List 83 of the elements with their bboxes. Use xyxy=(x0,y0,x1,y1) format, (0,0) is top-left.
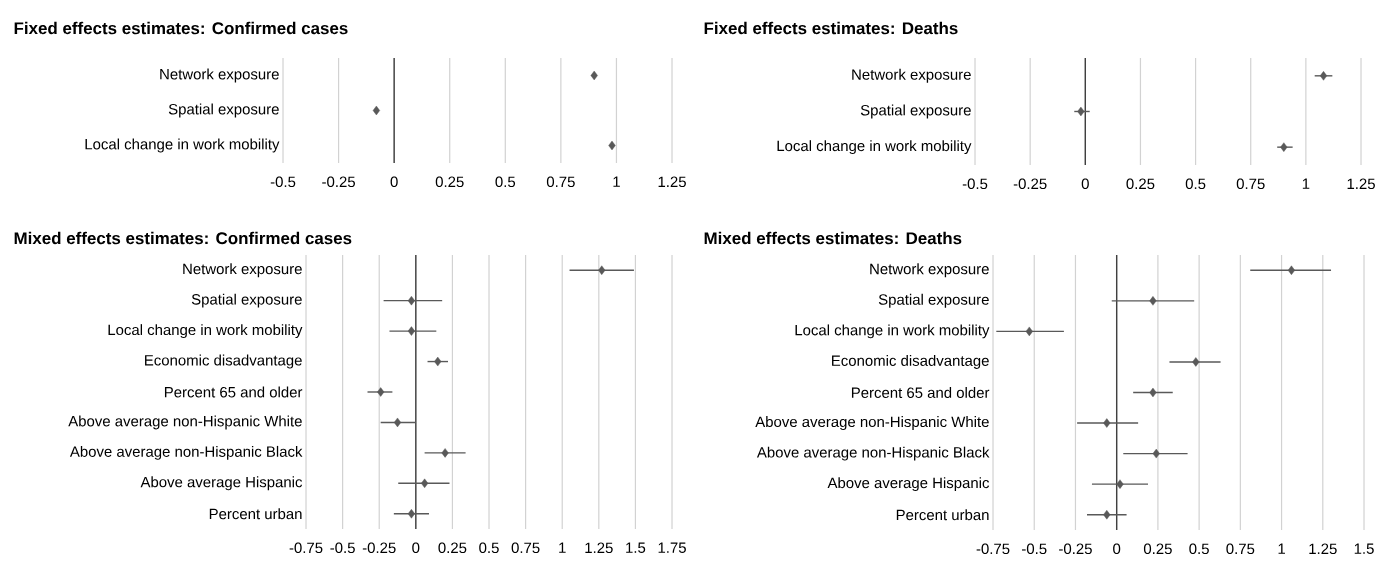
y-tick-label: Local change in work mobility xyxy=(795,324,990,339)
x-tick-label: 1 xyxy=(1278,543,1285,554)
x-tick-label: -0.25 xyxy=(1013,178,1047,190)
y-tick-label: Local change in work mobility xyxy=(85,138,280,153)
x-tick-label: 0.75 xyxy=(511,542,540,554)
x-tick-label: -0.5 xyxy=(1022,543,1047,555)
point xyxy=(377,387,385,397)
y-tick-label: Above average non-Hispanic White xyxy=(68,415,302,430)
x-tick-label: 0.25 xyxy=(1126,178,1155,190)
y-tick-label: Above average non-Hispanic Black xyxy=(69,445,303,460)
text: Fixed effects estimates: Deaths xyxy=(704,21,958,35)
x-tick-label: 1.5 xyxy=(626,542,646,553)
y-tick-label: Spatial exposure xyxy=(191,293,302,308)
x-tick-label: 1.25 xyxy=(1309,543,1337,555)
point xyxy=(1103,418,1111,428)
x-tick-label: -0.25 xyxy=(362,542,396,554)
y-tick-label: Local change in work mobility xyxy=(777,140,972,155)
y-tick-label: Above average non-Hispanic Black xyxy=(756,446,990,461)
x-tick-label: 0.75 xyxy=(546,176,575,188)
point xyxy=(421,478,429,489)
y-tick-label: Above average Hispanic xyxy=(140,476,303,491)
x-tick-label: 0.75 xyxy=(1236,178,1265,190)
point xyxy=(1149,296,1157,306)
point xyxy=(407,326,415,336)
x-tick-label: 0.25 xyxy=(438,542,467,554)
x-tick-label: 0.25 xyxy=(435,176,464,188)
x-tick-label: -0.5 xyxy=(270,176,296,188)
y-tick-label: Percent urban xyxy=(896,509,989,521)
y-tick-label: Network exposure xyxy=(852,68,971,83)
x-tick-label: 1 xyxy=(613,176,620,187)
text: Mixed effects estimates: Deaths xyxy=(704,231,962,245)
y-tick-label: Percent 65 and older xyxy=(164,386,303,398)
x-tick-label: 0 xyxy=(390,176,398,188)
point xyxy=(598,265,606,275)
y-tick-label: Network exposure xyxy=(160,68,279,83)
x-tick-label: 1.25 xyxy=(1347,178,1375,190)
y-tick-label: Economic disadvantage xyxy=(832,354,989,369)
y-tick-label: Network exposure xyxy=(183,263,302,278)
y-tick-label: Local change in work mobility xyxy=(108,324,303,339)
x-tick-label: 0.5 xyxy=(1185,178,1206,190)
y-tick-label: Spatial exposure xyxy=(860,104,971,119)
y-tick-label: Percent urban xyxy=(209,508,302,520)
point xyxy=(1103,510,1111,520)
x-tick-label: -0.75 xyxy=(976,543,1010,555)
point xyxy=(441,448,449,458)
x-tick-label: 0.5 xyxy=(479,542,499,554)
point xyxy=(434,356,442,367)
x-tick-label: 0 xyxy=(1081,178,1089,190)
y-tick-label: Economic disadvantage xyxy=(145,354,302,369)
x-tick-label: -0.5 xyxy=(962,178,988,190)
point xyxy=(1152,448,1160,459)
x-tick-label: -0.25 xyxy=(322,176,355,188)
y-tick-label: Spatial exposure xyxy=(168,103,279,118)
point xyxy=(407,295,415,306)
point xyxy=(393,417,402,428)
point xyxy=(1116,479,1124,489)
point xyxy=(407,509,415,519)
x-tick-label: 1.5 xyxy=(1354,543,1374,554)
point xyxy=(1192,357,1200,367)
x-tick-label: 0 xyxy=(1113,543,1121,555)
y-tick-label: Spatial exposure xyxy=(878,293,989,308)
point xyxy=(1025,326,1033,337)
x-tick-label: 1 xyxy=(559,542,566,553)
x-tick-label: -0.5 xyxy=(330,542,355,554)
x-tick-label: 1.25 xyxy=(658,176,686,188)
x-tick-label: 1.25 xyxy=(585,542,613,554)
y-tick-label: Network exposure xyxy=(870,263,989,278)
chart-title: Mixed effects estimates: Confirmed cases xyxy=(14,231,352,245)
y-tick-label: Percent 65 and older xyxy=(851,387,990,398)
x-tick-label: 1 xyxy=(1302,178,1310,189)
x-tick-label: 0.25 xyxy=(1143,543,1172,555)
y-tick-label: Above average Hispanic xyxy=(827,477,990,492)
x-tick-label: 0.5 xyxy=(495,176,516,188)
x-tick-label: 0.75 xyxy=(1226,543,1255,555)
x-tick-label: 0 xyxy=(412,542,420,554)
x-tick-label: -0.75 xyxy=(289,542,323,554)
point xyxy=(1149,387,1157,398)
y-tick-label: Above average non-Hispanic White xyxy=(755,416,989,431)
chart-title: Fixed effects estimates: Confirmed cases xyxy=(14,21,348,35)
point xyxy=(1287,265,1296,275)
x-tick-label: 0.5 xyxy=(1189,543,1209,555)
x-tick-label: 1.75 xyxy=(658,542,686,553)
x-tick-label: -0.25 xyxy=(1059,543,1092,555)
